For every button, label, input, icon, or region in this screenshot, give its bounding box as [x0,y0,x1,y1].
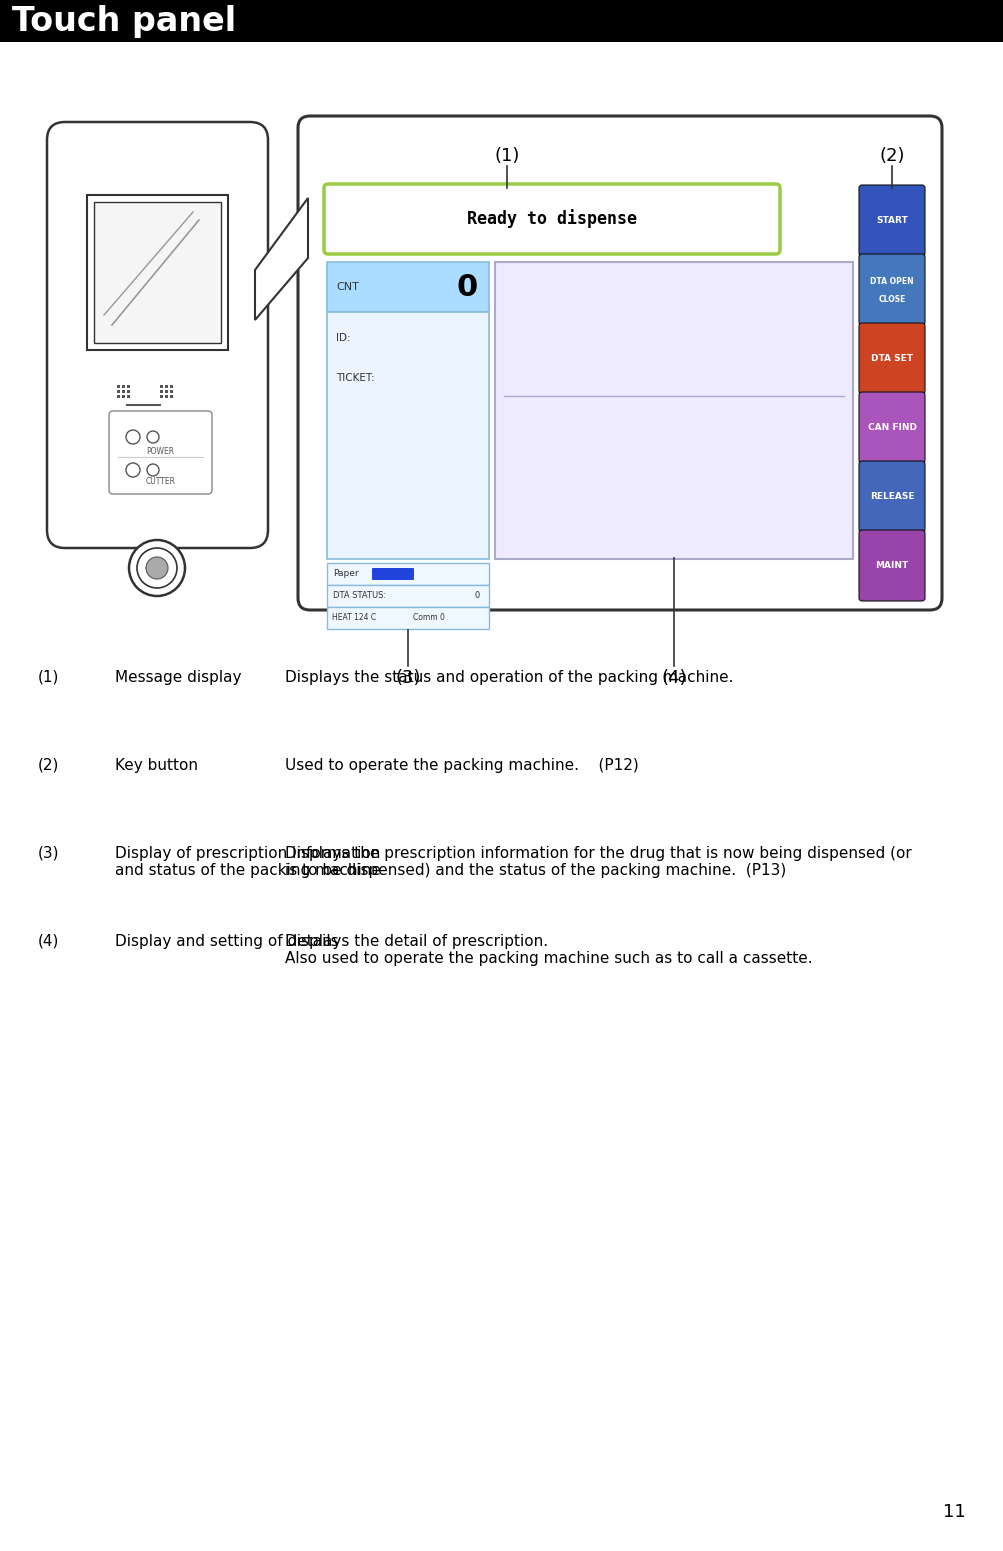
FancyBboxPatch shape [109,411,212,495]
Circle shape [136,548,177,588]
Text: (2): (2) [38,758,59,772]
FancyBboxPatch shape [372,568,413,580]
FancyBboxPatch shape [47,123,268,548]
Bar [126,396,129,399]
FancyBboxPatch shape [859,254,924,326]
FancyBboxPatch shape [859,461,924,532]
Bar [170,389,173,392]
FancyBboxPatch shape [327,563,488,585]
Text: Display and setting of details: Display and setting of details [115,934,338,949]
FancyBboxPatch shape [859,530,924,600]
Text: (4): (4) [661,668,686,687]
Text: (3): (3) [38,845,59,861]
Text: Displays the detail of prescription.: Displays the detail of prescription. [285,934,548,949]
Bar [0,0,1003,42]
Text: CLOSE: CLOSE [878,295,905,304]
Bar [159,385,162,388]
Text: DTA OPEN: DTA OPEN [870,278,913,287]
Text: HEAT 124 C: HEAT 124 C [332,614,376,622]
Text: DTA STATUS:: DTA STATUS: [333,591,386,600]
Text: Ready to dispense: Ready to dispense [466,209,636,228]
Text: RELEASE: RELEASE [869,492,914,501]
Bar [126,385,129,388]
Bar [170,396,173,399]
Text: Displays the status and operation of the packing machine.: Displays the status and operation of the… [285,670,733,686]
Bar [117,396,120,399]
FancyBboxPatch shape [324,185,779,254]
Text: Paper: Paper [333,569,358,579]
Bar [164,389,168,392]
FancyBboxPatch shape [327,606,488,630]
Bar [164,385,168,388]
Text: Display of prescription information: Display of prescription information [115,845,380,861]
Bar [122,385,125,388]
Text: Also used to operate the packing machine such as to call a cassette.: Also used to operate the packing machine… [285,951,811,966]
FancyBboxPatch shape [494,262,853,558]
Bar [117,389,120,392]
Text: POWER: POWER [146,447,175,456]
Text: Touch panel: Touch panel [12,5,236,37]
Text: DTA SET: DTA SET [871,354,912,363]
FancyBboxPatch shape [327,585,488,606]
Circle shape [145,557,168,579]
Polygon shape [255,199,308,320]
Text: Key button: Key button [115,758,198,772]
Text: TICKET:: TICKET: [336,372,374,383]
Text: CNT: CNT [336,282,358,292]
Text: (3): (3) [395,668,420,687]
Bar [94,202,221,343]
FancyBboxPatch shape [859,323,924,394]
Text: (2): (2) [879,147,904,164]
Text: and status of the packing machine: and status of the packing machine [115,862,380,878]
Bar [126,389,129,392]
Bar [122,396,125,399]
Text: Message display: Message display [115,670,242,686]
Text: is to be dispensed) and the status of the packing machine.  (P13): is to be dispensed) and the status of th… [285,862,785,878]
Bar [170,385,173,388]
Text: Used to operate the packing machine.    (P12): Used to operate the packing machine. (P1… [285,758,638,772]
FancyBboxPatch shape [298,116,941,610]
Text: CAN FIND: CAN FIND [867,423,916,433]
Text: (4): (4) [38,934,59,949]
Text: 0: 0 [456,273,477,301]
FancyBboxPatch shape [859,185,924,256]
Text: Displays the prescription information for the drug that is now being dispensed (: Displays the prescription information fo… [285,845,911,861]
Text: 0: 0 [474,591,479,600]
FancyBboxPatch shape [859,392,924,464]
Circle shape [128,540,185,596]
FancyBboxPatch shape [327,312,488,558]
Text: START: START [876,216,907,225]
Bar [87,195,228,351]
Bar [164,396,168,399]
FancyBboxPatch shape [327,262,488,312]
Text: (1): (1) [38,670,59,686]
Text: Comm 0: Comm 0 [412,614,444,622]
Text: 11: 11 [942,1503,965,1522]
Bar [159,389,162,392]
Text: MAINT: MAINT [875,561,908,571]
Text: CUTTER: CUTTER [145,478,176,487]
Bar [159,396,162,399]
Bar [122,389,125,392]
Text: (1): (1) [494,147,520,164]
Text: ID:: ID: [336,333,350,343]
Bar [117,385,120,388]
